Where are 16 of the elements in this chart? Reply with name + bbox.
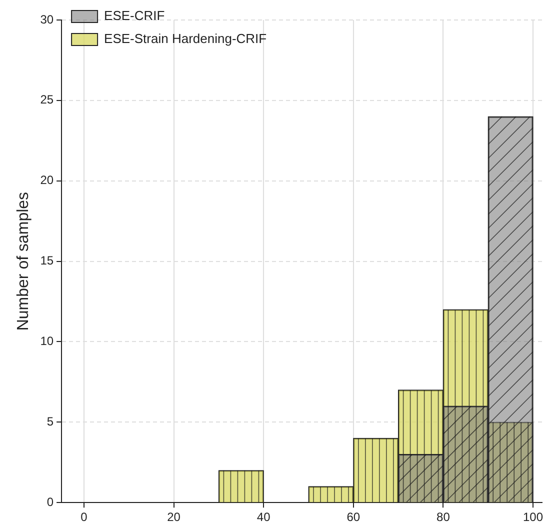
y-tick-label: 30 bbox=[40, 12, 54, 26]
x-tick-label: 80 bbox=[436, 510, 450, 524]
x-tick-label: 20 bbox=[167, 510, 181, 524]
y-axis-title: Number of samples bbox=[15, 192, 32, 331]
y-tick-label: 0 bbox=[46, 494, 54, 509]
x-tick-label: 40 bbox=[256, 510, 271, 524]
y-tick-label: 15 bbox=[40, 254, 54, 268]
x-tick-label: 100 bbox=[523, 510, 544, 524]
x-tick-label: 60 bbox=[346, 510, 360, 524]
y-tick-label: 5 bbox=[46, 414, 54, 428]
x-tick-label: 0 bbox=[80, 510, 88, 524]
legend-label: ESE-Strain Hardening-CRIF bbox=[104, 31, 267, 46]
y-tick-label: 10 bbox=[40, 334, 54, 348]
legend-label: ESE-CRIF bbox=[104, 8, 165, 24]
y-tick-label: 25 bbox=[40, 92, 54, 107]
y-tick-label: 20 bbox=[40, 173, 54, 188]
